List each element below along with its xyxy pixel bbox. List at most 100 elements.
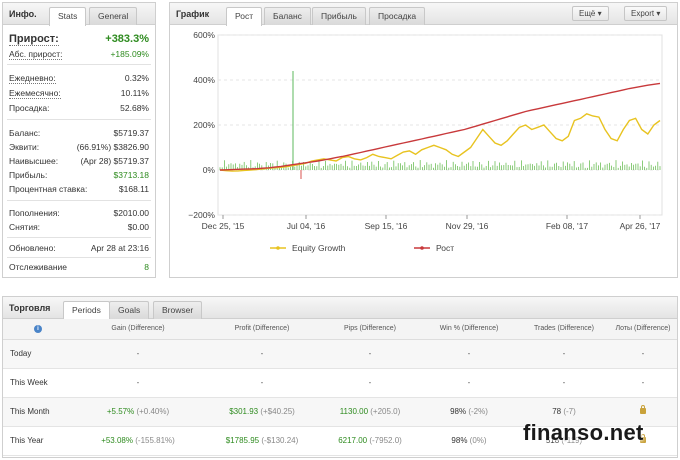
win-difference: (-2%) (468, 407, 488, 416)
pips-cell: - (321, 368, 419, 398)
trades-value: - (562, 349, 566, 358)
chevron-down-icon: ▾ (656, 9, 661, 18)
monthly-value: 10.11% (120, 88, 149, 98)
lots-cell: - (609, 368, 677, 398)
win-cell: - (419, 339, 519, 369)
legend-label: Equity Growth (292, 243, 346, 253)
tab-profit[interactable]: Прибыль (312, 7, 366, 25)
tab-periods[interactable]: Periods (63, 301, 110, 320)
gain-value: - (136, 378, 140, 387)
tab-drawdown[interactable]: Просадка (369, 7, 426, 25)
chart-panel-header: График Рост Баланс Прибыль Просадка Ещё … (170, 3, 677, 26)
win-cell: 98% (-2%) (419, 397, 519, 427)
table-row: This Week - - - - - - (3, 368, 677, 398)
lock-icon (640, 434, 646, 443)
column-header[interactable]: Лоты (Difference) (609, 319, 677, 340)
abs-growth-label[interactable]: Абс. прирост: (9, 49, 63, 60)
info-icon[interactable]: i (34, 324, 42, 333)
drawdown-label: Просадка: (9, 103, 50, 113)
chart-panel: График Рост Баланс Прибыль Просадка Ещё … (169, 2, 678, 278)
tab-stats[interactable]: Stats (49, 7, 87, 26)
table-header-row: i Gain (Difference) Profit (Difference) … (3, 319, 677, 340)
tracking-value[interactable]: 8 (144, 262, 149, 272)
monthly-label[interactable]: Ежемесячно: (9, 88, 61, 99)
profit-value: - (260, 378, 264, 387)
withdrawals-label: Снятия: (9, 222, 41, 232)
tab-goals[interactable]: Goals (109, 301, 150, 319)
chevron-down-icon: ▾ (597, 9, 602, 18)
trading-panel-title: Торговля (9, 303, 51, 313)
growth-value: +383.3% (105, 33, 149, 45)
info-panel-header: Инфо. Stats General (3, 3, 155, 26)
gain-value: +5.57% (106, 407, 135, 416)
x-tick-label: Apr 26, '17 (620, 221, 661, 231)
info-panel-title: Инфо. (9, 9, 37, 19)
pips-value: 6217.00 (338, 436, 368, 445)
x-tick-label: Jul 04, '16 (287, 221, 326, 231)
lots-cell (609, 397, 677, 427)
gain-cell: +5.57% (+0.40%) (73, 397, 203, 427)
profit-cell: $301.93 (+$40.25) (203, 397, 321, 427)
divider (7, 257, 151, 258)
pips-difference: (+205.0) (370, 407, 401, 416)
column-header[interactable]: Gain (Difference) (73, 319, 203, 340)
pips-difference: (-7952.0) (369, 436, 402, 445)
y-tick-label: 0% (203, 165, 216, 175)
profit-difference: (-$130.24) (261, 436, 299, 445)
abs-growth-value: +185.09% (110, 49, 149, 59)
legend-marker (276, 246, 280, 250)
deposits-label: Пополнения: (9, 208, 60, 218)
highest-label: Наивысшее: (9, 156, 59, 166)
gain-difference: (+0.40%) (136, 407, 170, 416)
pips-cell: 1130.00 (+205.0) (321, 397, 419, 427)
table-row: This Year +53.08% (-155.81%) $1785.95 (-$1… (3, 426, 677, 456)
tab-growth[interactable]: Рост (226, 7, 263, 26)
profit-cell: - (203, 339, 321, 369)
period-cell: This Month (3, 397, 73, 427)
tracking-label: Отслеживание (9, 262, 68, 272)
pips-cell: 6217.00 (-7952.0) (321, 426, 419, 456)
divider (7, 119, 151, 120)
more-menu-button[interactable]: Ещё ▾ (572, 6, 609, 21)
win-cell: - (419, 368, 519, 398)
export-button[interactable]: Export ▾ (624, 6, 668, 21)
interest-label: Процентная ставка: (9, 184, 88, 194)
export-label: Export (631, 9, 655, 18)
gain-difference: (-155.81%) (135, 436, 175, 445)
tab-balance[interactable]: Баланс (264, 7, 311, 25)
trades-value: 78 (552, 407, 562, 416)
period-cell: Today (3, 339, 73, 369)
profit-value: $3713.18 (113, 170, 149, 180)
x-tick-label: Dec 25, '15 (202, 221, 245, 231)
equity-label: Эквити: (9, 142, 40, 152)
column-header[interactable]: Win % (Difference) (419, 319, 519, 340)
tab-general[interactable]: General (89, 7, 138, 25)
growth-label[interactable]: Прирост: (9, 33, 59, 46)
column-header[interactable]: Trades (Difference) (519, 319, 609, 340)
divider (7, 237, 151, 238)
profit-value: $301.93 (229, 407, 259, 416)
series-line-growth (219, 82, 661, 171)
gain-cell: - (73, 339, 203, 369)
drawdown-value: 52.68% (120, 103, 149, 113)
column-header[interactable]: Profit (Difference) (203, 319, 321, 340)
profit-difference: (+$40.25) (260, 407, 295, 416)
gain-value: +53.08% (101, 436, 133, 445)
win-value: 98% (450, 407, 467, 416)
interest-value: $168.11 (118, 184, 149, 194)
trades-value: - (562, 378, 566, 387)
daily-label[interactable]: Ежедневно: (9, 73, 56, 84)
chart-panel-title: График (176, 9, 210, 19)
table-row: This Month +5.57% (+0.40%) $301.93 (+$40.2… (3, 397, 677, 427)
lots-value: - (641, 349, 645, 358)
tab-browser[interactable]: Browser (153, 301, 203, 319)
x-tick-label: Nov 29, '16 (446, 221, 489, 231)
profit-value: $1785.95 (225, 436, 260, 445)
profit-label: Прибыль: (9, 170, 48, 180)
pips-value: 1130.00 (339, 407, 369, 416)
balance-label: Баланс: (9, 128, 41, 138)
column-header[interactable]: Pips (Difference) (321, 319, 419, 340)
periods-table: i Gain (Difference) Profit (Difference) … (3, 319, 677, 456)
gain-cell: +53.08% (-155.81%) (73, 426, 203, 456)
pips-value: - (368, 349, 372, 358)
